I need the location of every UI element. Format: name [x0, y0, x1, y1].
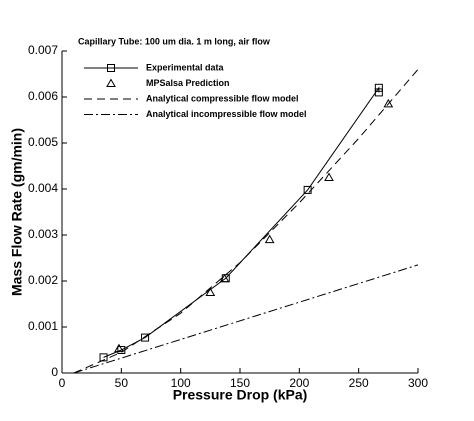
x-axis-title: Pressure Drop (kPa)	[173, 387, 308, 403]
marker-triangle	[114, 343, 124, 353]
y-tick-label: 0.002	[28, 273, 58, 287]
marker-square	[141, 333, 150, 342]
x-tick-label: 300	[408, 376, 428, 390]
annotation: Capillary Tube: 100 um dia. 1 m long, ai…	[78, 36, 271, 46]
y-tick-label: 0	[51, 365, 58, 379]
marker-triangle	[324, 172, 334, 181]
x-tick-label: 250	[349, 376, 369, 390]
x-tick-label: 200	[289, 376, 309, 390]
x-tick-label: 100	[171, 376, 191, 390]
legend-marker	[106, 78, 116, 87]
marker-triangle	[383, 98, 394, 108]
y-tick-label: 0.007	[28, 43, 58, 57]
series-line	[73, 69, 419, 374]
x-tick-label: 50	[115, 376, 129, 390]
y-tick-label: 0.005	[28, 135, 58, 149]
legend-label: Analytical incompressible flow model	[146, 109, 307, 119]
marker-square	[374, 88, 383, 97]
y-tick-label: 0.003	[28, 227, 58, 241]
legend-marker	[107, 64, 115, 72]
legend-label: Experimental data	[146, 62, 225, 72]
marker-triangle	[205, 287, 216, 296]
y-tick-label: 0.006	[28, 89, 58, 103]
marker-square	[99, 353, 108, 362]
x-tick-label: 150	[230, 376, 250, 390]
x-tick-label: 0	[59, 376, 66, 390]
series-line	[103, 86, 380, 358]
legend-label: Analytical compressible flow model	[146, 93, 299, 103]
y-tick-label: 0.004	[28, 181, 58, 195]
marker-triangle	[264, 234, 275, 244]
marker-triangle	[219, 273, 230, 283]
y-axis-title: Mass Flow Rate (gm/min)	[9, 128, 25, 296]
marker-square	[374, 83, 383, 92]
series-line	[73, 264, 419, 374]
y-tick-label: 0.001	[28, 319, 58, 333]
legend-label: MPSalsa Prediction	[146, 78, 230, 88]
